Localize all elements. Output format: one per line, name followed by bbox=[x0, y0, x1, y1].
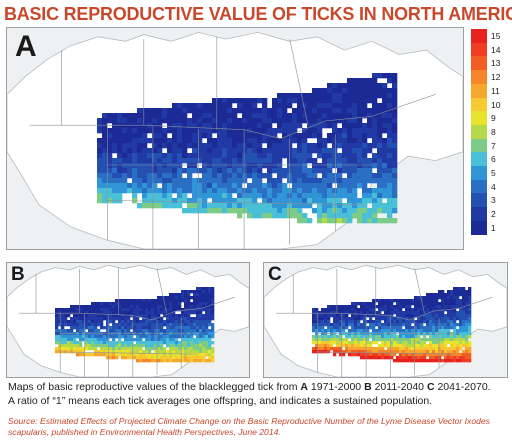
map-panel-c: C bbox=[263, 262, 508, 378]
border-lines bbox=[19, 267, 235, 377]
panel-label-c: C bbox=[268, 264, 282, 285]
legend-swatch-9 bbox=[471, 111, 487, 126]
legend-label-1: 1 bbox=[491, 222, 496, 233]
border-lines bbox=[276, 267, 493, 377]
legend-swatch-1 bbox=[471, 220, 487, 235]
legend-label-6: 6 bbox=[491, 154, 496, 165]
map-panel-b: B bbox=[6, 262, 250, 378]
source-note: Source: Estimated Effects of Projected C… bbox=[8, 416, 490, 437]
legend-swatch-3 bbox=[471, 193, 487, 208]
legend-swatch-7 bbox=[471, 138, 487, 153]
legend-label-15: 15 bbox=[491, 31, 501, 41]
legend-swatch-11 bbox=[471, 83, 487, 98]
legend-swatch-15 bbox=[471, 29, 487, 44]
border-lines bbox=[29, 36, 436, 249]
caption-line-1: Maps of basic reproductive values of the… bbox=[8, 381, 508, 395]
legend-swatch-5 bbox=[471, 166, 487, 181]
legend-label-9: 9 bbox=[491, 113, 496, 124]
legend-label-8: 8 bbox=[491, 126, 496, 137]
legend-label-13: 13 bbox=[491, 58, 501, 69]
map-a bbox=[7, 31, 463, 249]
legend-swatch-8 bbox=[471, 124, 487, 139]
caption-b-period: 2011-2040 bbox=[371, 381, 427, 393]
panel-label-a: A bbox=[15, 30, 37, 63]
legend-label-5: 5 bbox=[491, 168, 496, 178]
figure-title: BASIC REPRODUCTIVE VALUE OF TICKS IN NOR… bbox=[4, 3, 512, 24]
legend-label-2: 2 bbox=[491, 209, 496, 220]
caption: Maps of basic reproductive values of the… bbox=[8, 381, 508, 408]
legend-label-11: 11 bbox=[491, 85, 500, 96]
legend-swatch-10 bbox=[471, 97, 487, 112]
legend-swatch-4 bbox=[471, 179, 487, 194]
caption-c-period: 2041-2070. bbox=[434, 381, 491, 393]
panel-label-b: B bbox=[11, 264, 25, 285]
caption-a-period: 1971-2000 bbox=[308, 381, 365, 393]
legend-label-3: 3 bbox=[491, 195, 496, 206]
legend-label-12: 12 bbox=[491, 72, 501, 83]
caption-a-label: A bbox=[300, 381, 308, 393]
caption-c-label: C bbox=[426, 381, 435, 393]
map-b bbox=[7, 264, 249, 377]
tick-value-grid bbox=[97, 73, 398, 224]
map-c bbox=[264, 264, 507, 377]
legend-label-7: 7 bbox=[491, 140, 496, 151]
legend-label-14: 14 bbox=[491, 44, 501, 55]
caption-intro: Maps of basic reproductive values of the… bbox=[8, 381, 301, 393]
legend-swatch-14 bbox=[471, 42, 487, 57]
legend-swatch-2 bbox=[471, 207, 487, 222]
tick-value-grid bbox=[312, 287, 472, 363]
legend-label-4: 4 bbox=[491, 181, 496, 192]
legend-swatch-6 bbox=[471, 152, 487, 167]
caption-b-label: B bbox=[364, 381, 372, 393]
caption-line-2: A ratio of “1” means each tick averages … bbox=[8, 394, 433, 407]
legend-swatch-13 bbox=[471, 56, 487, 71]
legend-label-10: 10 bbox=[491, 99, 501, 110]
map-panel-a: A bbox=[6, 27, 464, 250]
legend-swatch-12 bbox=[471, 70, 487, 85]
